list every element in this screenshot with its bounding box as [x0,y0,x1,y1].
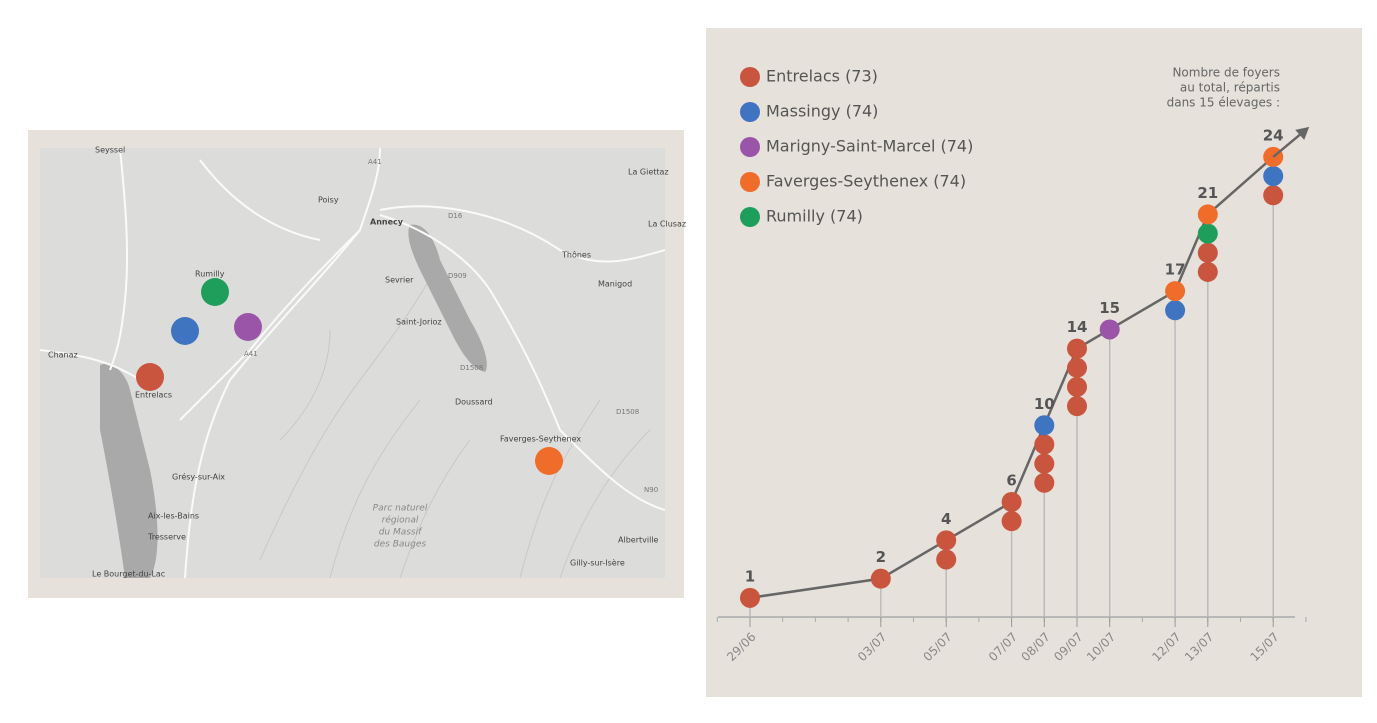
outbreak-dot [936,530,957,551]
outbreak-dot [1197,261,1218,282]
legend-marker [740,137,760,157]
annotation: au total, répartis [1180,81,1280,95]
map-marker [535,447,563,475]
place-label: Grésy-sur-Aix [172,472,225,482]
outbreak-dot [1263,185,1284,206]
lake-annecy [408,224,487,372]
legend-label: Entrelacs (73) [766,67,878,86]
total-label: 4 [941,510,951,528]
place-label: Annecy [370,218,404,227]
outbreak-dot [1165,300,1186,321]
place-label: Entrelacs [135,391,172,400]
total-label: 15 [1099,299,1120,317]
place-label: Albertville [618,536,659,545]
total-label: 6 [1006,471,1016,489]
place-label: La Giettaz [628,168,669,177]
legend-label: Faverges-Seythenex (74) [766,172,966,191]
map-marker [136,363,164,391]
map-panel: Seyssel Poisy Annecy Rumilly Sevrier Sai… [28,130,686,598]
lake-bourget [100,363,158,578]
place-label: La Clusaz [648,220,686,229]
outbreak-dot [1067,396,1087,417]
place-label: Tresserve [147,533,186,542]
park-label: régional [382,515,419,526]
map-marker [171,317,199,345]
place-label: Seyssel [95,146,125,155]
place-label: Poisy [318,196,339,205]
park-label: des Bauges [374,540,426,550]
map-relief [259,259,651,579]
annotation: Nombre de foyers [1172,66,1280,80]
park-label: Parc naturel [373,504,428,514]
total-label: 2 [876,548,886,566]
total-line [749,155,1275,600]
outbreak-dot [1197,204,1218,225]
legend-marker [740,207,760,227]
total-label: 21 [1197,184,1218,202]
outbreak-dot [1067,338,1087,359]
place-label: Saint-Jorioz [396,318,442,327]
legend-label: Rumilly (74) [766,207,863,226]
map-roads [39,147,666,579]
outbreak-dot [870,568,891,589]
road-label: N90 [644,486,658,494]
total-label: 1 [745,567,755,585]
outbreak-dot [1197,242,1218,263]
road-label: D1508 [616,408,639,416]
outbreak-dot [1034,415,1055,436]
legend-marker [740,102,760,122]
place-label: Faverges-Seythenex [500,435,581,444]
outbreak-dot [1165,281,1186,302]
place-label: Manigod [598,280,632,289]
road-label: A41 [244,350,258,358]
park-label: du Massif [379,528,423,538]
place-label: Thônes [561,250,591,260]
outbreak-dot [740,587,760,608]
legend-marker [740,67,760,87]
outbreak-dot [1067,357,1087,378]
total-label: 24 [1263,126,1284,144]
total-label: 10 [1034,395,1055,413]
place-label: Le Bourget-du-Lac [92,570,165,579]
map-labels: Seyssel Poisy Annecy Rumilly Sevrier Sai… [48,146,686,579]
outbreak-dot [936,549,957,570]
outbreak-dot [1034,453,1055,474]
outbreak-dot [1099,319,1120,340]
outbreak-dot [1001,511,1022,532]
place-label: Aix-les-Bains [148,512,199,521]
total-label: 14 [1067,318,1088,336]
outbreak-dot [1034,434,1055,455]
annotation: dans 15 élevages : [1167,96,1280,110]
place-label: Gilly-sur-Isère [570,558,625,568]
road-label: D16 [448,212,463,220]
place-label: Rumilly [195,270,225,279]
legend-label: Massingy (74) [766,102,878,121]
road-label: D1508 [460,364,483,372]
trend-arrow-head [1295,126,1310,140]
legend-marker [740,172,760,192]
total-label: 17 [1165,261,1186,279]
map-marker [201,278,229,306]
place-label: Chanaz [48,351,78,360]
outbreak-dot [1067,376,1087,397]
map-marker [234,313,262,341]
place-label: Sevrier [385,276,414,285]
road-label: D909 [448,272,467,280]
place-label: Doussard [455,398,493,407]
chart-background [706,28,1362,697]
outbreak-dot [1197,223,1218,244]
outbreak-dot [1034,472,1055,493]
road-label: A41 [368,158,382,166]
legend-label: Marigny-Saint-Marcel (74) [766,137,973,156]
outbreak-dot [1263,166,1284,187]
outbreak-dot [1001,491,1022,512]
trend-arrow [1272,130,1305,158]
chart-panel: Nombre de foyers au total, répartis dans… [706,28,1362,697]
